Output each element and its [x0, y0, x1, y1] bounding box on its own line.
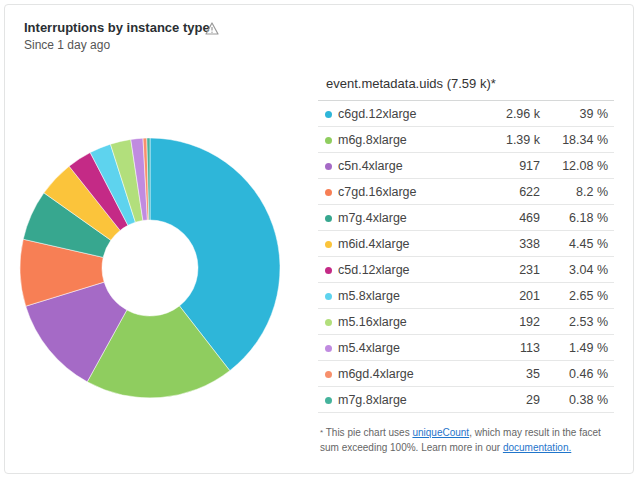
html-text:2.96 k: 2.96 k	[505, 106, 540, 121]
html-text:c7gd.16xlarge: c7gd.16xlarge	[338, 184, 417, 199]
html-text:338: 338	[519, 236, 540, 251]
html-text:m5.16xlarge: m5.16xlarge	[338, 314, 407, 329]
html-text:m6gd.4xlarge: m6gd.4xlarge	[338, 366, 414, 381]
html-text:2.65 %: 2.65 %	[569, 288, 608, 303]
html-text:113: 113	[520, 340, 540, 355]
svg-text:Interruptions by instance type: Interruptions by instance type	[24, 20, 210, 35]
html-text:29: 29	[526, 392, 540, 407]
html-text:m6id.4xlarge: m6id.4xlarge	[338, 236, 410, 251]
html-text:231: 231	[519, 262, 540, 277]
html-text:18.34 %: 18.34 %	[562, 132, 608, 147]
html-text:8.2 %: 8.2 %	[576, 184, 608, 199]
html-text:35: 35	[526, 366, 540, 381]
html-text:m7g.8xlarge: m7g.8xlarge	[338, 392, 407, 407]
html-text:917: 917	[519, 158, 540, 173]
html-text:39 %: 39 %	[579, 106, 608, 121]
svg-text:Since 1 day ago: Since 1 day ago	[24, 38, 110, 52]
html-text:12.08 %: 12.08 %	[562, 158, 608, 173]
html-text:c6gd.12xlarge: c6gd.12xlarge	[338, 106, 417, 121]
html-text:*This pie chart uses uniqueCou: *This pie chart uses uniqueCount, which …	[320, 427, 601, 453]
html-text:3.04 %: 3.04 %	[569, 262, 608, 277]
html-text:6.18 %: 6.18 %	[569, 210, 608, 225]
html-text:event.metadata.uids (7.59 k)*: event.metadata.uids (7.59 k)*	[326, 76, 496, 91]
html-text:1.39 k: 1.39 k	[505, 132, 540, 147]
html-text:1.49 %: 1.49 %	[569, 340, 608, 355]
html-text:469: 469	[519, 210, 540, 225]
html-text:m7g.4xlarge: m7g.4xlarge	[338, 210, 407, 225]
html-text:c5n.4xlarge: c5n.4xlarge	[338, 158, 403, 173]
html-text:0.46 %: 0.46 %	[569, 366, 608, 381]
html-text:192: 192	[519, 314, 540, 329]
html-text:c5d.12xlarge: c5d.12xlarge	[338, 262, 410, 277]
html-text:0.38 %: 0.38 %	[569, 392, 608, 407]
html-text:201: 201	[519, 288, 540, 303]
html-text:4.45 %: 4.45 %	[569, 236, 608, 251]
html-text:2.53 %: 2.53 %	[569, 314, 608, 329]
html-text:m5.8xlarge: m5.8xlarge	[338, 288, 400, 303]
html-text:m6g.8xlarge: m6g.8xlarge	[338, 132, 407, 147]
html-text:622: 622	[519, 184, 540, 199]
html-text:m5.4xlarge: m5.4xlarge	[338, 340, 400, 355]
